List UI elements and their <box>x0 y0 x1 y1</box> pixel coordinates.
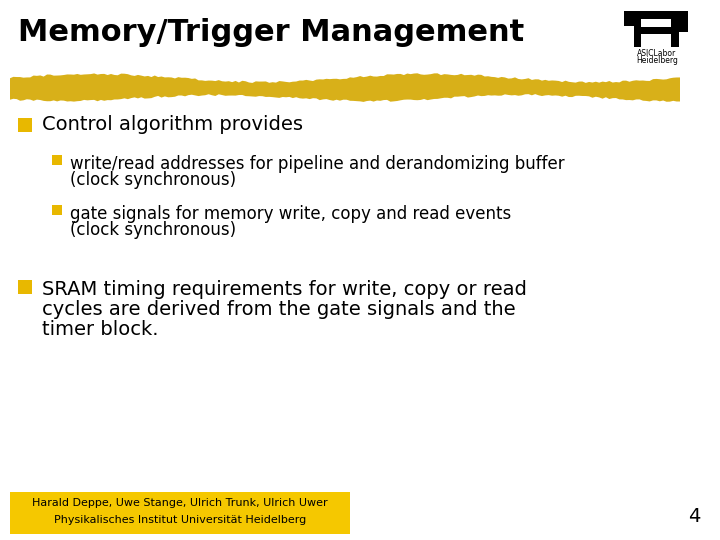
Text: (clock synchronous): (clock synchronous) <box>70 171 236 189</box>
Bar <box>679 32 688 46</box>
Text: ASICLabor: ASICLabor <box>637 49 677 58</box>
Bar <box>671 11 688 46</box>
Text: Memory/Trigger Management: Memory/Trigger Management <box>18 18 524 47</box>
Text: Physikalisches Institut Universität Heidelberg: Physikalisches Institut Universität Heid… <box>54 515 306 525</box>
Bar <box>52 205 62 215</box>
Text: write/read addresses for pipeline and derandomizing buffer: write/read addresses for pipeline and de… <box>70 155 564 173</box>
Text: timer block.: timer block. <box>42 320 158 339</box>
Bar <box>624 11 642 46</box>
Text: Control algorithm provides: Control algorithm provides <box>42 116 303 134</box>
Text: cycles are derived from the gate signals and the: cycles are derived from the gate signals… <box>42 300 516 319</box>
Text: Heidelberg: Heidelberg <box>636 56 678 65</box>
Bar <box>52 155 62 165</box>
Polygon shape <box>10 73 680 102</box>
Bar <box>624 26 634 46</box>
Bar <box>10 492 350 534</box>
Text: SRAM timing requirements for write, copy or read: SRAM timing requirements for write, copy… <box>42 280 527 299</box>
Bar <box>18 118 32 132</box>
Bar <box>624 11 688 19</box>
Text: Harald Deppe, Uwe Stange, Ulrich Trunk, Ulrich Uwer: Harald Deppe, Uwe Stange, Ulrich Trunk, … <box>32 498 328 508</box>
Text: 4: 4 <box>688 507 700 525</box>
Bar <box>18 280 32 294</box>
Text: gate signals for memory write, copy and read events: gate signals for memory write, copy and … <box>70 205 511 223</box>
Text: (clock synchronous): (clock synchronous) <box>70 221 236 239</box>
Bar <box>635 27 679 34</box>
